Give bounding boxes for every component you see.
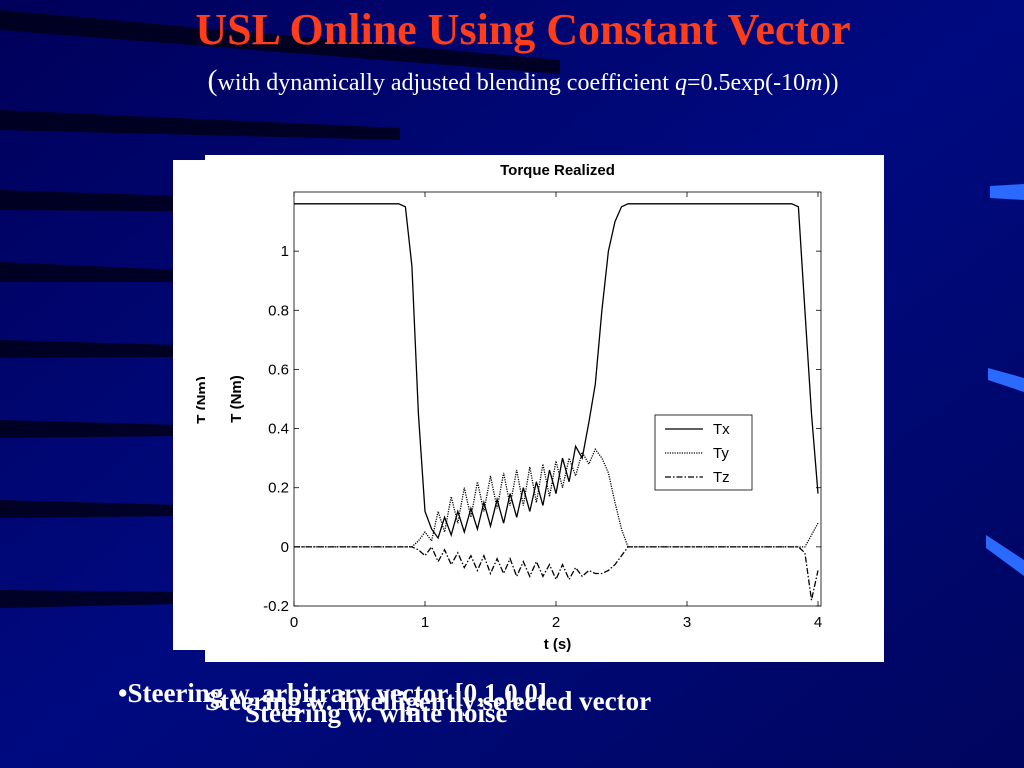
y-tick-label: 0.2 (268, 480, 289, 497)
y-tick-label: 0 (281, 539, 289, 556)
y-axis-label: T (Nm) (228, 375, 245, 423)
slide-title: USL Online Using Constant Vector (195, 5, 850, 54)
subtitle-part: m (805, 70, 822, 96)
subtitle-part: ( (208, 64, 218, 97)
slide-subtitle: (with dynamically adjusted blending coef… (208, 64, 839, 97)
y-tick-label: 0.4 (268, 421, 289, 438)
x-tick-label: 3 (683, 614, 691, 631)
y-tick-label: 1 (281, 243, 289, 260)
legend-label: Tx (713, 421, 730, 438)
bullet: Steering w. white noise (245, 698, 508, 728)
x-tick-label: 4 (814, 614, 822, 631)
series-line (294, 545, 819, 601)
ghost-y-label: T (Nm) (194, 376, 211, 424)
x-axis-label: t (s) (544, 636, 572, 653)
x-tick-label: 2 (552, 614, 560, 631)
subtitle-part: =0.5exp(-10 (687, 70, 805, 96)
bullet: Steering w. intelligently selected vecto… (205, 686, 651, 716)
chart-panel (205, 155, 884, 662)
y-tick-label: 0.6 (268, 361, 289, 378)
subtitle-part: with dynamically adjusted blending coeff… (218, 70, 675, 96)
x-tick-label: 0 (290, 614, 298, 631)
subtitle-part: )) (822, 70, 838, 96)
decor-stripes (0, 10, 560, 608)
bullet: •Steering w. arbitrary vector [0,1,0,0] (118, 678, 547, 708)
x-tick-label: 1 (421, 614, 429, 631)
y-tick-label: -0.2 (263, 598, 289, 615)
legend-box (654, 414, 753, 491)
decor-dashes (986, 184, 1024, 576)
y-tick-label: 0.8 (268, 302, 289, 319)
subtitle-part: q (675, 70, 687, 96)
ghost-label-clip: T (Nm) (194, 376, 211, 424)
chart-title: Torque Realized (500, 162, 615, 179)
plot-frame (293, 191, 822, 607)
legend-label: Tz (713, 469, 730, 486)
series-line (294, 448, 819, 548)
legend-label: Ty (713, 445, 729, 462)
series-line (294, 203, 819, 540)
